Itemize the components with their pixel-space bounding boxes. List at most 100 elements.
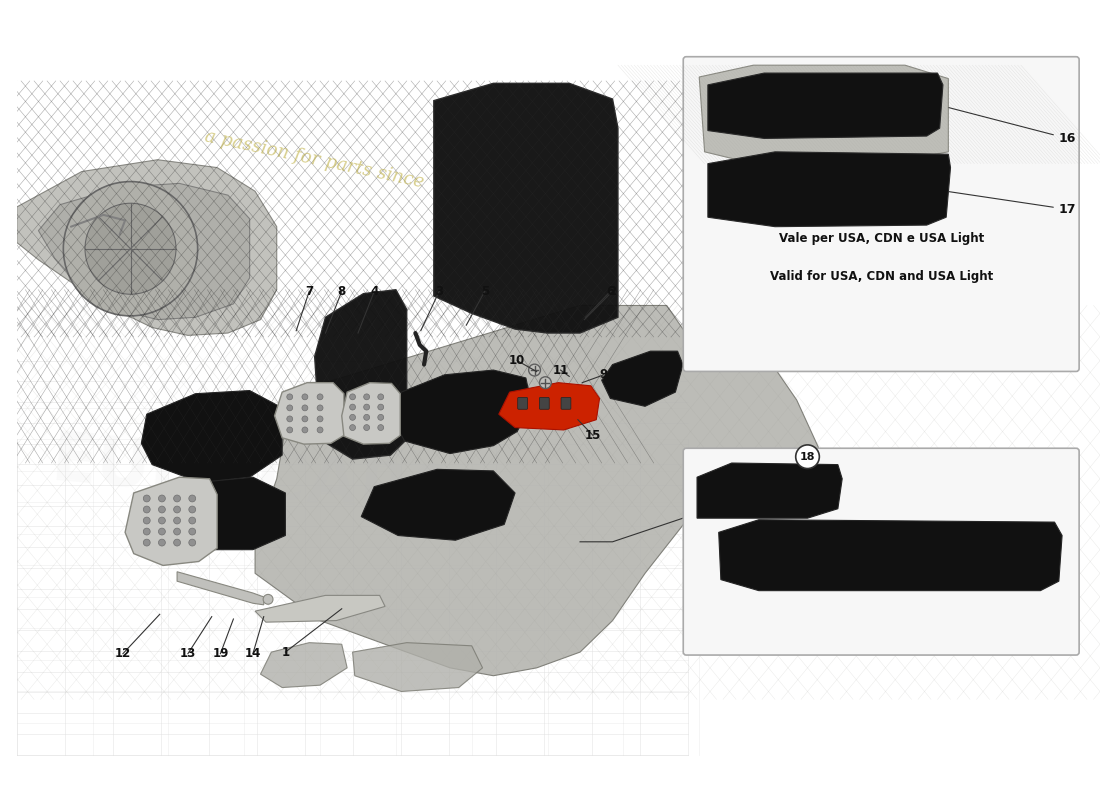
Circle shape [174, 539, 180, 546]
Circle shape [301, 416, 308, 422]
Text: a passion for parts since: a passion for parts since [204, 128, 426, 192]
Text: 14: 14 [244, 647, 261, 660]
Polygon shape [697, 463, 843, 518]
FancyBboxPatch shape [539, 398, 549, 410]
Circle shape [143, 506, 151, 513]
Text: 3: 3 [436, 285, 443, 298]
Text: 11: 11 [552, 363, 569, 377]
Circle shape [189, 539, 196, 546]
Circle shape [529, 364, 540, 376]
Circle shape [539, 377, 551, 389]
Circle shape [143, 539, 151, 546]
Text: Vale per USA, CDN e USA Light: Vale per USA, CDN e USA Light [779, 232, 983, 245]
Circle shape [287, 416, 293, 422]
Polygon shape [261, 642, 348, 687]
Circle shape [350, 404, 355, 410]
Circle shape [158, 539, 165, 546]
Circle shape [317, 394, 323, 400]
Polygon shape [177, 572, 264, 605]
Circle shape [158, 528, 165, 535]
Circle shape [143, 495, 151, 502]
Circle shape [364, 414, 370, 420]
Circle shape [287, 394, 293, 400]
Circle shape [85, 203, 176, 294]
Circle shape [174, 517, 180, 524]
Circle shape [143, 517, 151, 524]
Polygon shape [390, 370, 531, 454]
Circle shape [189, 517, 196, 524]
Circle shape [174, 495, 180, 502]
Text: 9: 9 [600, 368, 608, 382]
Circle shape [174, 528, 180, 535]
Circle shape [158, 495, 165, 502]
Circle shape [795, 445, 820, 469]
Text: 15: 15 [585, 429, 602, 442]
Circle shape [143, 528, 151, 535]
Polygon shape [433, 83, 618, 333]
Polygon shape [498, 382, 600, 430]
Circle shape [377, 404, 384, 410]
Circle shape [350, 425, 355, 430]
Circle shape [158, 506, 165, 513]
Text: 7: 7 [305, 285, 314, 298]
Text: 6: 6 [606, 285, 615, 298]
Circle shape [364, 394, 370, 400]
Text: 12: 12 [114, 647, 131, 660]
Polygon shape [39, 183, 250, 320]
Circle shape [317, 427, 323, 433]
Circle shape [189, 528, 196, 535]
FancyBboxPatch shape [683, 448, 1079, 655]
Text: 2: 2 [608, 285, 617, 298]
Circle shape [317, 416, 323, 422]
Text: 4: 4 [370, 285, 378, 298]
Circle shape [364, 425, 370, 430]
Circle shape [301, 405, 308, 411]
Circle shape [301, 427, 308, 433]
Circle shape [189, 495, 196, 502]
Text: 17: 17 [949, 192, 1076, 216]
Circle shape [377, 414, 384, 420]
Polygon shape [155, 478, 285, 550]
FancyBboxPatch shape [683, 57, 1079, 371]
Polygon shape [315, 290, 407, 459]
Polygon shape [361, 470, 515, 540]
Text: Valid for USA, CDN and USA Light: Valid for USA, CDN and USA Light [770, 270, 993, 283]
Text: 18: 18 [800, 452, 815, 462]
Polygon shape [708, 152, 950, 226]
FancyBboxPatch shape [561, 398, 571, 410]
Circle shape [64, 182, 198, 316]
Circle shape [263, 594, 273, 604]
Polygon shape [125, 478, 217, 566]
Circle shape [287, 427, 293, 433]
Circle shape [350, 394, 355, 400]
Text: 10: 10 [509, 354, 526, 367]
Circle shape [287, 405, 293, 411]
Circle shape [377, 394, 384, 400]
Polygon shape [255, 306, 818, 676]
Circle shape [301, 394, 308, 400]
Circle shape [350, 414, 355, 420]
Circle shape [174, 506, 180, 513]
Text: 1: 1 [282, 646, 289, 658]
Circle shape [189, 506, 196, 513]
Polygon shape [700, 65, 948, 164]
Polygon shape [353, 642, 483, 691]
Circle shape [158, 517, 165, 524]
Polygon shape [708, 73, 943, 138]
Polygon shape [255, 595, 385, 622]
Circle shape [317, 405, 323, 411]
Text: 8: 8 [338, 285, 345, 298]
Polygon shape [141, 390, 283, 482]
Text: 5: 5 [481, 285, 488, 298]
Polygon shape [275, 382, 344, 444]
Circle shape [377, 425, 384, 430]
Circle shape [364, 404, 370, 410]
Polygon shape [602, 351, 683, 406]
Polygon shape [16, 160, 277, 335]
Polygon shape [342, 382, 400, 444]
FancyBboxPatch shape [518, 398, 528, 410]
Text: 16: 16 [949, 108, 1076, 145]
Text: 13: 13 [179, 647, 196, 660]
Polygon shape [718, 520, 1063, 590]
Text: 19: 19 [212, 647, 229, 660]
